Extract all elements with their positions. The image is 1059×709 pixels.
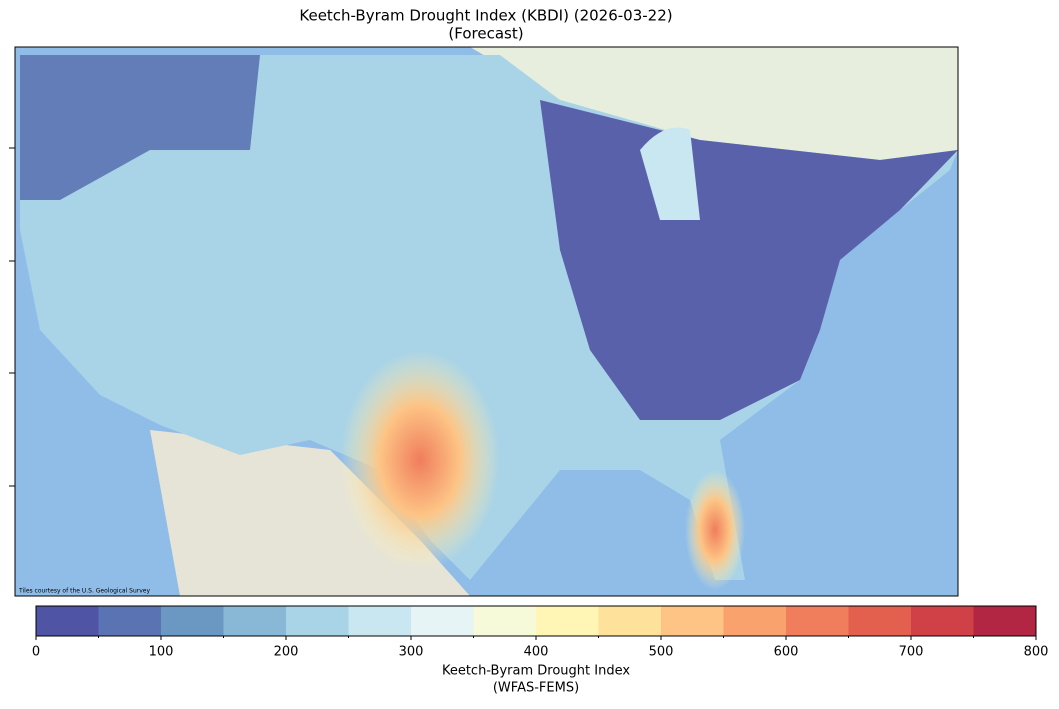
northwest [20, 55, 260, 200]
east [540, 100, 958, 420]
colorbar-bin [348, 606, 411, 636]
colorbar-bin [723, 606, 786, 636]
colorbar: 0 100 200 300 400 500 600 700 800 [32, 605, 1049, 660]
subtitle: (Forecast) [448, 25, 523, 43]
tick-label: 0 [32, 645, 40, 660]
tick-label: 100 [149, 645, 174, 660]
tick-label: 800 [1024, 645, 1049, 660]
map-frame [14, 46, 959, 597]
colorbar-bin [473, 606, 536, 636]
colorbar-bin [911, 606, 974, 636]
tick-label: 600 [774, 645, 799, 660]
tick-label: 700 [899, 645, 924, 660]
colorbar-bin [598, 606, 661, 636]
colorbar-bin [411, 606, 474, 636]
colorbar-bin [973, 606, 1036, 636]
colorbar-bin [161, 606, 224, 636]
tick-label: 300 [399, 645, 424, 660]
colorbar-bin [36, 606, 99, 636]
map: Tiles courtesy of the U.S. Geological Su… [9, 46, 959, 597]
florida-dry [685, 470, 745, 590]
colorbar-bin [223, 606, 286, 636]
colorbar-bin [848, 606, 911, 636]
colorbar-label: (WFAS-FEMS) [493, 681, 579, 696]
tick-label: 500 [649, 645, 674, 660]
colorbar-bin [786, 606, 849, 636]
title: Keetch-Byram Drought Index (KBDI) (2026-… [299, 7, 672, 25]
colorbar-bin [661, 606, 724, 636]
colorbar-label: Keetch-Byram Drought Index [442, 664, 630, 679]
tick-label: 400 [524, 645, 549, 660]
lake [640, 127, 700, 220]
attribution: Tiles courtesy of the U.S. Geological Su… [18, 588, 150, 595]
colorbar-bin [536, 606, 599, 636]
colorbar-bin [286, 606, 349, 636]
tick-label: 200 [274, 645, 299, 660]
texas-dry [340, 350, 500, 570]
colorbar-bin [98, 606, 161, 636]
canada [470, 47, 958, 160]
